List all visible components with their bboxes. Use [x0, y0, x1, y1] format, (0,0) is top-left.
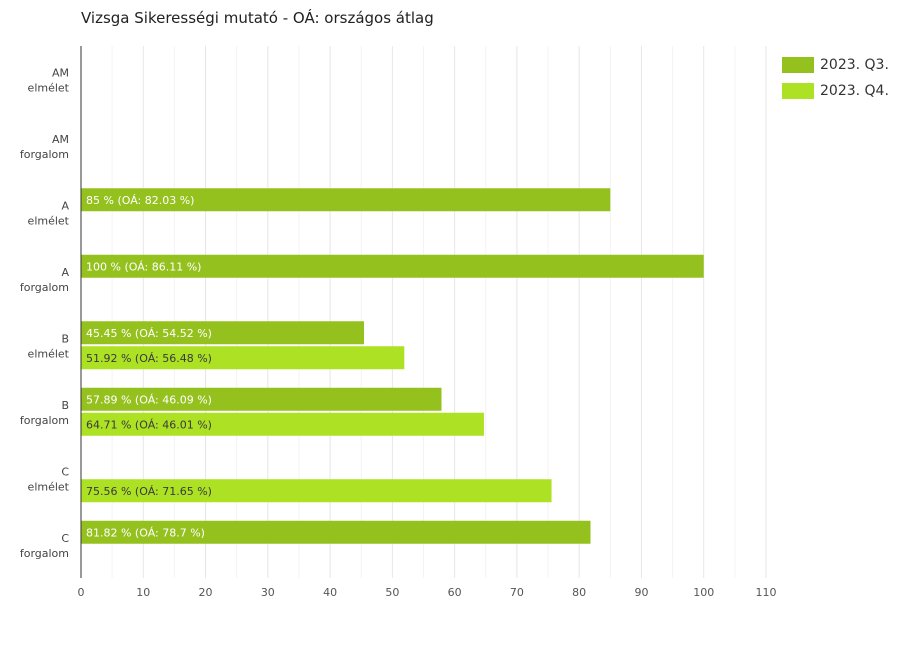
x-tick-label: 100 — [693, 586, 714, 599]
legend-label-q3: 2023. Q3. — [820, 57, 889, 73]
bar-q3[interactable] — [81, 520, 591, 544]
bar-data-label: 100 % (OÁ: 86.11 %) — [86, 260, 201, 273]
category-label: AM forgalom — [20, 133, 69, 161]
x-tick-label: 70 — [510, 586, 524, 599]
axes: AM elmélet AM forgalom A elmélet A forgalom B elm… — [20, 46, 777, 599]
legend-item-q4[interactable]: 2023. Q4. — [782, 78, 889, 104]
bar-q3[interactable] — [81, 321, 365, 345]
x-tick-label: 60 — [448, 586, 462, 599]
bar-data-label: 81.82 % (OÁ: 78.7 %) — [86, 526, 205, 539]
x-tick-label: 40 — [323, 586, 337, 599]
bar-data-label: 51.92 % (OÁ: 56.48 %) — [86, 352, 212, 365]
bar-data-label: 45.45 % (OÁ: 54.52 %) — [86, 327, 212, 340]
bar-q4[interactable] — [81, 479, 552, 503]
x-tick-label: 30 — [261, 586, 275, 599]
legend-swatch-q3 — [782, 57, 814, 73]
category-label: AM elmélet — [28, 66, 70, 94]
x-tick-label: 0 — [78, 586, 85, 599]
x-tick-label: 110 — [756, 586, 777, 599]
legend: 2023. Q3. 2023. Q4. — [782, 52, 889, 104]
bar-data-label: 75.56 % (OÁ: 71.65 %) — [86, 485, 212, 498]
x-tick-label: 10 — [136, 586, 150, 599]
x-tick-label: 50 — [385, 586, 399, 599]
legend-item-q3[interactable]: 2023. Q3. — [782, 52, 889, 78]
x-tick-label: 80 — [572, 586, 586, 599]
x-tick-label: 20 — [199, 586, 213, 599]
chart-title: Vizsga Sikerességi mutató - OÁ: országos… — [81, 9, 434, 27]
x-tick-label: 90 — [634, 586, 648, 599]
bar-q3[interactable] — [81, 387, 442, 411]
legend-label-q4: 2023. Q4. — [820, 83, 889, 99]
bar-data-label: 85 % (OÁ: 82.03 %) — [86, 194, 194, 207]
bar-q3[interactable] — [81, 188, 611, 212]
legend-swatch-q4 — [782, 83, 814, 99]
bars: 85 % (OÁ: 82.03 %) 100 % (OÁ: 86.11 %) 45.… — [81, 188, 704, 544]
bar-data-label: 64.71 % (OÁ: 46.01 %) — [86, 418, 212, 431]
bar-q3[interactable] — [81, 254, 704, 278]
bar-data-label: 57.89 % (OÁ: 46.09 %) — [86, 393, 212, 406]
bar-q4[interactable] — [81, 346, 405, 370]
bar-q4[interactable] — [81, 412, 484, 436]
